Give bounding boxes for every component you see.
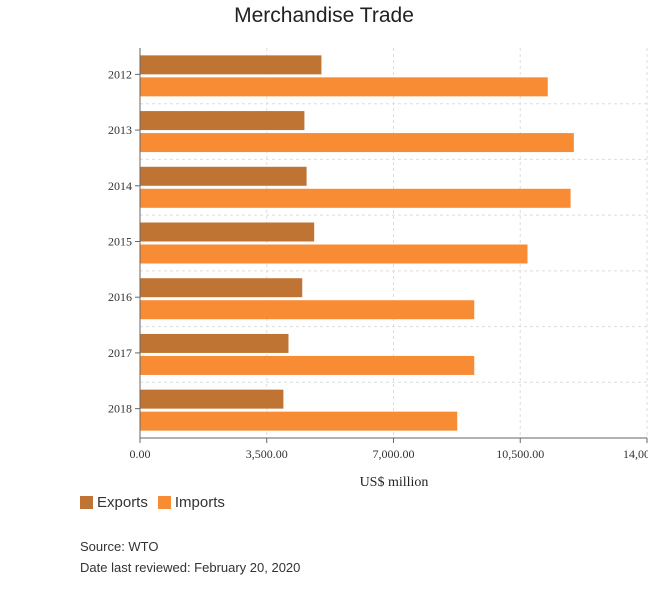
bar-imports-2014[interactable] [140,188,571,208]
bars [140,55,574,431]
bar-imports-2013[interactable] [140,133,574,153]
bar-exports-2016[interactable] [140,278,303,298]
reviewed-date: Date last reviewed: February 20, 2020 [80,560,301,575]
x-tick-label: 14,000.00 [623,447,648,461]
legend-item-exports[interactable]: Exports [80,494,148,511]
bar-imports-2012[interactable] [140,77,548,97]
x-tick-label: 7,000.00 [373,447,415,461]
legend-label-exports: Exports [97,494,148,511]
bar-exports-2012[interactable] [140,55,322,75]
bar-imports-2017[interactable] [140,355,475,375]
x-tick-label: 0.00 [130,447,151,461]
x-tick-label: 3,500.00 [246,447,288,461]
legend-item-imports[interactable]: Imports [157,494,225,511]
x-tick-label: 10,500.00 [496,447,544,461]
chart-title: Merchandise Trade [234,4,414,27]
y-tick-label: 2013 [108,123,132,137]
bar-imports-2015[interactable] [140,244,528,264]
legend-swatch-imports [157,496,171,509]
chart: Merchandise Trade 0.00 3,500.00 7,000.00 10… [108,4,648,490]
legend: Exports Imports [80,494,235,511]
axes: 0.00 3,500.00 7,000.00 10,500.00 14,000.00 20… [108,48,648,461]
bar-imports-2018[interactable] [140,411,458,431]
legend-swatch-exports [80,496,93,509]
y-tick-label: 2014 [108,179,132,193]
bar-imports-2016[interactable] [140,300,475,320]
legend-label-imports: Imports [174,494,225,511]
bar-exports-2017[interactable] [140,333,289,353]
y-tick-label: 2012 [108,67,132,81]
y-tick-label: 2017 [108,346,132,360]
bar-exports-2013[interactable] [140,111,305,131]
bar-exports-2018[interactable] [140,389,284,409]
y-tick-label: 2018 [108,402,132,416]
grid [140,48,648,438]
x-axis-label: US$ million [360,475,429,490]
y-tick-label: 2016 [108,290,132,304]
y-tick-label: 2015 [108,235,132,249]
bar-exports-2015[interactable] [140,222,315,242]
source-note: Source: WTO [80,539,159,554]
bar-exports-2014[interactable] [140,166,307,186]
